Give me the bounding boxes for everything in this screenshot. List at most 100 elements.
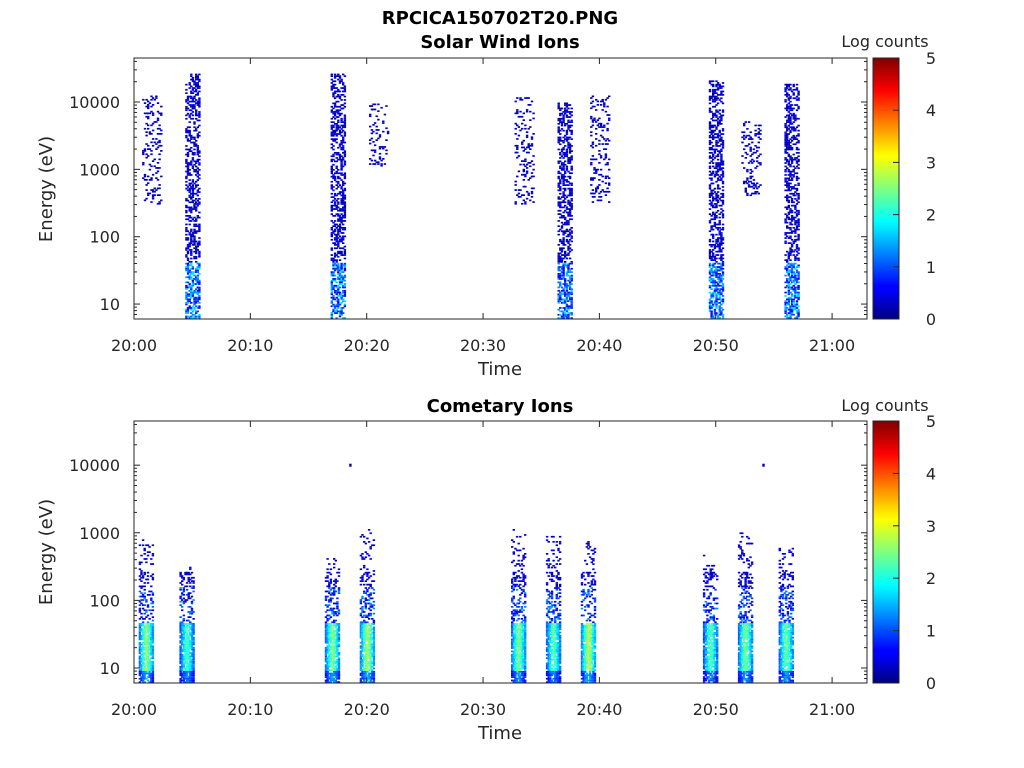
heatmap-cell: [359, 626, 363, 629]
heatmap-cell: [189, 606, 192, 608]
heatmap-cell: [789, 232, 792, 234]
heatmap-cell: [797, 163, 800, 166]
heatmap-cell: [330, 213, 333, 215]
heatmap-cell: [797, 288, 800, 290]
heatmap-cell: [790, 146, 794, 149]
heatmap-cell: [196, 133, 199, 135]
heatmap-cell: [792, 194, 795, 197]
heatmap-cell: [557, 170, 560, 173]
heatmap-cell: [151, 189, 155, 191]
heatmap-cell: [789, 131, 792, 134]
heatmap-cell: [749, 194, 752, 197]
heatmap-cell: [140, 659, 143, 661]
heatmap-cell: [328, 624, 331, 627]
heatmap-cell: [138, 647, 142, 649]
heatmap-cell: [708, 157, 712, 159]
heatmap-cell: [150, 674, 153, 677]
heatmap-cell: [190, 288, 193, 290]
heatmap-cell: [795, 138, 799, 140]
y-axis-label: Energy (eV): [36, 136, 57, 242]
heatmap-cell: [151, 573, 155, 576]
heatmap-cell: [335, 204, 338, 207]
heatmap-cell: [185, 293, 188, 296]
heatmap-cell: [720, 138, 723, 140]
heatmap-cell: [708, 155, 712, 158]
heatmap-cell: [145, 648, 148, 651]
heatmap-cell: [784, 150, 787, 152]
heatmap-cell: [712, 204, 715, 207]
heatmap-cell: [795, 307, 799, 309]
heatmap-cell: [710, 267, 713, 270]
heatmap-cell: [146, 650, 150, 653]
heatmap-cell: [146, 652, 150, 654]
heatmap-cell: [140, 676, 143, 678]
heatmap-cell: [792, 97, 795, 100]
heatmap-cell: [562, 266, 565, 268]
heatmap-cell: [188, 95, 191, 98]
heatmap-cell: [140, 554, 143, 557]
heatmap-cell: [715, 300, 718, 302]
heatmap-cell: [330, 305, 333, 308]
heatmap-cell: [160, 112, 163, 115]
heatmap-cell: [332, 196, 335, 198]
heatmap-cell: [562, 300, 565, 302]
heatmap-cell: [192, 652, 195, 654]
heatmap-cell: [343, 300, 347, 302]
heatmap-cell: [324, 665, 328, 668]
heatmap-cell: [786, 235, 789, 238]
heatmap-cell: [757, 162, 760, 164]
heatmap-cell: [333, 152, 337, 154]
heatmap-cell: [795, 269, 799, 272]
heatmap-cell: [332, 140, 335, 142]
heatmap-cell: [784, 180, 787, 183]
heatmap-cell: [333, 588, 336, 591]
heatmap-cell: [524, 201, 527, 203]
heatmap-cell: [363, 657, 366, 659]
heatmap-cell: [789, 221, 792, 224]
heatmap-cell: [559, 107, 562, 110]
heatmap-cell: [337, 664, 341, 666]
heatmap-cell: [334, 643, 337, 646]
heatmap-cell: [156, 117, 160, 120]
heatmap-cell: [151, 104, 155, 106]
heatmap-cell: [564, 264, 567, 267]
heatmap-cell: [570, 129, 573, 132]
heatmap-cell: [718, 291, 721, 294]
heatmap-cell: [568, 129, 572, 132]
heatmap-cell: [522, 168, 525, 171]
heatmap-cell: [141, 628, 145, 630]
heatmap-cell: [153, 98, 156, 101]
heatmap-cell: [145, 611, 148, 613]
heatmap-cell: [182, 648, 185, 651]
heatmap-cell: [337, 124, 340, 127]
heatmap-cell: [792, 153, 795, 156]
heatmap-cell: [524, 175, 527, 178]
heatmap-cell: [359, 623, 363, 625]
heatmap-cell: [329, 659, 333, 661]
heatmap-cell: [190, 187, 193, 190]
heatmap-cell: [190, 580, 194, 582]
heatmap-cell: [333, 192, 337, 195]
heatmap-cell: [146, 628, 150, 630]
heatmap-cell: [342, 83, 345, 86]
heatmap-cell: [713, 203, 717, 205]
heatmap-cell: [181, 650, 184, 653]
heatmap-cell: [198, 305, 201, 308]
heatmap-cell: [716, 102, 720, 105]
heatmap-cell: [795, 244, 799, 246]
heatmap-cell: [138, 665, 142, 668]
heatmap-cell: [333, 102, 337, 105]
heatmap-cell: [330, 257, 333, 260]
heatmap-cell: [196, 100, 199, 103]
heatmap-cell: [190, 261, 193, 263]
heatmap-cell: [361, 621, 364, 624]
heatmap-cell: [708, 131, 712, 134]
heatmap-cell: [790, 218, 794, 221]
heatmap-cell: [179, 662, 182, 665]
heatmap-cell: [193, 278, 196, 280]
heatmap-cell: [527, 192, 530, 195]
heatmap-cell: [797, 235, 800, 238]
heatmap-cell: [141, 623, 145, 625]
heatmap-cell: [557, 266, 560, 268]
heatmap-cell: [720, 100, 723, 103]
